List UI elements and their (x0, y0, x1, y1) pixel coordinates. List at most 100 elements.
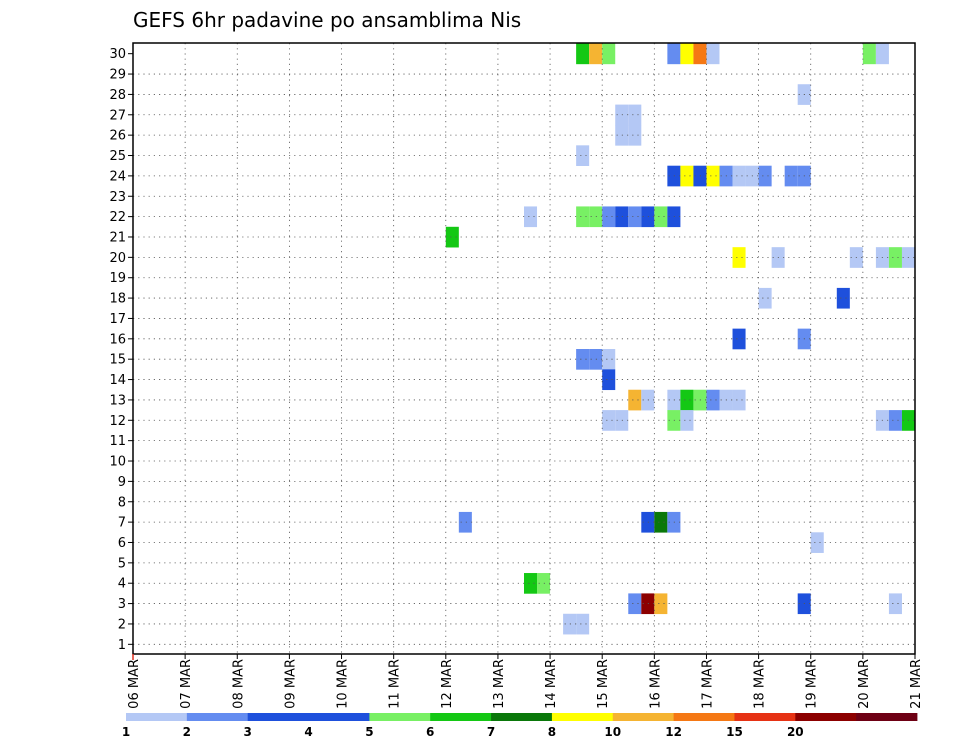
heatmap-cell-58 (602, 410, 616, 431)
x-tick-label-6: 12 MAR (440, 659, 455, 709)
gridlines (133, 43, 915, 654)
legend-label-7: 7 (487, 725, 495, 739)
legend-swatch-12 (795, 713, 857, 721)
y-tick-label-25: 25 (109, 149, 126, 164)
chart-title: GEFS 6hr padavine po ansamblima Nis (133, 8, 521, 32)
color-legend: 1 2 3 4 5 6 7 8 10 12 15 20 (122, 713, 918, 739)
legend-swatch-4 (308, 713, 370, 721)
heatmap-cell-55 (706, 389, 720, 411)
y-tick-label-18: 18 (109, 292, 126, 307)
legend-label-6: 6 (426, 725, 434, 739)
y-tick-label-2: 2 (118, 617, 126, 632)
heatmap-cell-70 (524, 573, 538, 594)
heatmap-cell-50 (628, 389, 642, 411)
heatmap-cell-74 (654, 593, 668, 615)
legend-swatch-13 (856, 713, 918, 721)
heatmap-cell-48 (602, 349, 616, 370)
y-tick-label-26: 26 (109, 129, 126, 144)
legend-swatch-3 (247, 713, 309, 721)
y-tick-label-14: 14 (109, 373, 126, 388)
heatmap-cell-19 (706, 165, 720, 187)
heatmap-cell-3 (602, 43, 616, 65)
heatmap-cell-31 (628, 206, 642, 228)
heatmap-cell-29 (602, 206, 616, 228)
heatmap-cell-40 (888, 247, 902, 268)
heatmap-cell-65 (458, 511, 472, 533)
heatmap-cell-15 (576, 145, 590, 166)
legend-swatch-5 (369, 713, 431, 721)
heatmap-cell-57 (732, 389, 746, 411)
heatmap-cell-76 (888, 593, 902, 615)
legend-label-1: 1 (122, 725, 130, 739)
heatmap-cell-69 (810, 532, 824, 553)
heatmap-cell-35 (445, 226, 459, 248)
legend-label-4: 4 (304, 725, 312, 739)
y-tick-label-27: 27 (109, 108, 126, 123)
heatmap-cell-47 (589, 349, 603, 370)
heatmap-cell-7 (706, 43, 720, 65)
legend-swatch-2 (186, 713, 249, 721)
heatmap-cell-46 (576, 349, 590, 370)
heatmap-cell-8 (862, 43, 876, 65)
y-tick-label-24: 24 (109, 169, 126, 184)
y-tick-label-20: 20 (109, 251, 126, 266)
heatmap-cell-14 (628, 124, 642, 146)
x-tick-label-4: 10 MAR (336, 659, 351, 709)
heatmap-cell-4 (667, 43, 681, 65)
heatmap-cell-49 (602, 369, 616, 391)
y-tick-label-5: 5 (118, 556, 126, 571)
heatmap-cell-2 (589, 43, 603, 65)
legend-swatch-10 (673, 713, 735, 721)
heatmap-cell-9 (875, 43, 889, 65)
heatmap-cell-17 (680, 165, 694, 187)
x-tick-label-12: 18 MAR (753, 659, 768, 709)
y-tick-label-29: 29 (109, 68, 126, 83)
x-tick-label-1: 07 MAR (179, 659, 194, 709)
x-tick-label-2: 08 MAR (231, 659, 246, 709)
heatmap-cell-21 (732, 165, 746, 187)
heatmap-cell-11 (615, 104, 629, 126)
y-tick-label-4: 4 (118, 577, 126, 592)
legend-label-2: 2 (183, 725, 191, 739)
legend-swatch-7 (491, 713, 553, 721)
heatmap-cell-61 (680, 410, 694, 431)
x-tick-label-10: 16 MAR (648, 659, 663, 709)
x-tick-label-11: 17 MAR (700, 659, 715, 709)
y-tick-label-23: 23 (109, 190, 126, 205)
heatmap-cell-42 (758, 287, 772, 309)
heatmap-cell-12 (628, 104, 642, 126)
plot-frame (132, 42, 916, 655)
legend-swatch-11 (734, 713, 796, 721)
y-tick-label-9: 9 (118, 475, 126, 490)
x-tick-label-9: 15 MAR (596, 659, 611, 709)
y-tick-label-13: 13 (109, 393, 126, 408)
heatmap-cell-72 (628, 593, 642, 615)
legend-label-5: 5 (365, 725, 373, 739)
heatmap-cell-63 (888, 410, 902, 431)
heatmap-cell-30 (615, 206, 629, 228)
legend-swatch-1 (126, 713, 188, 721)
heatmap-cell-6 (693, 43, 707, 65)
y-tick-label-22: 22 (109, 210, 126, 225)
heatmap-cell-67 (654, 511, 668, 533)
heatmap-cell-26 (524, 206, 538, 228)
legend-label-8: 8 (548, 725, 556, 739)
y-axis: 1234567891011121314151617181920212223242… (109, 47, 133, 653)
heatmap-cell-28 (589, 206, 603, 228)
y-tick-label-30: 30 (109, 47, 126, 62)
legend-swatch-9 (612, 713, 675, 721)
x-tick-label-0: 06 MAR (127, 659, 142, 709)
x-tick-label-13: 19 MAR (805, 659, 820, 709)
y-tick-label-7: 7 (118, 516, 126, 531)
legend-label-20: 20 (787, 725, 804, 739)
x-tick-label-14: 20 MAR (857, 659, 872, 709)
heatmap-cell-27 (576, 206, 590, 228)
y-tick-label-28: 28 (109, 88, 126, 103)
legend-label-10: 10 (604, 725, 621, 739)
legend-swatch-6 (430, 713, 492, 721)
x-tick-label-8: 14 MAR (544, 659, 559, 709)
y-tick-label-21: 21 (109, 230, 126, 245)
x-tick-label-15: 21 MAR (909, 659, 924, 709)
heatmap-cell-13 (615, 124, 629, 146)
